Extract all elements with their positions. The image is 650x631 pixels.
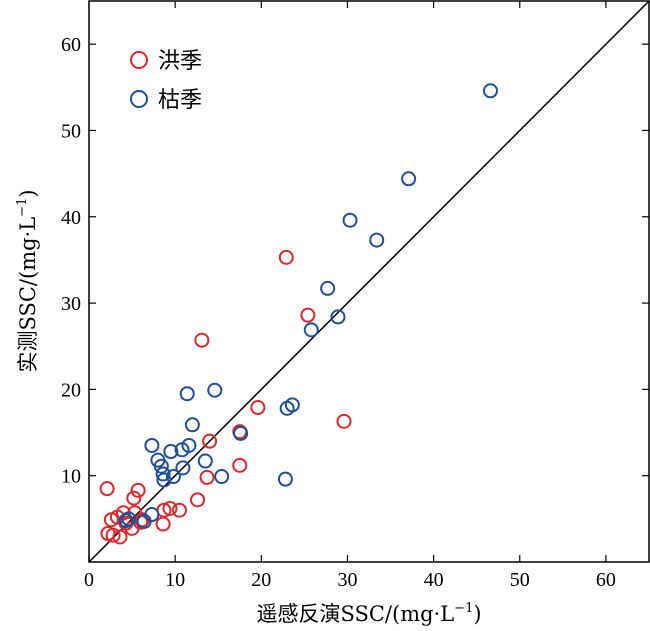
scatter-point — [300, 307, 316, 323]
scatter-point — [99, 481, 115, 497]
plot-frame — [88, 0, 650, 563]
scatter-point — [153, 458, 169, 474]
scatter-point — [233, 425, 249, 441]
x-tick-label: 40 — [424, 569, 444, 591]
scatter-point — [250, 400, 266, 416]
scatter-point — [144, 437, 160, 453]
scatter-point — [342, 212, 358, 228]
x-tick-label: 50 — [510, 569, 530, 591]
y-tick-label: 20 — [61, 379, 81, 401]
series-0 — [99, 249, 352, 545]
scatter-point — [320, 280, 336, 296]
scatter-point — [155, 516, 171, 532]
scatter-point — [197, 453, 213, 469]
scatter-point — [303, 322, 319, 338]
scatter-point — [171, 502, 187, 518]
legend-label-dry-season: 枯季 — [158, 88, 202, 113]
scatter-point — [278, 249, 294, 265]
y-axis-title: 实测SSC/(mg·L−1) — [15, 189, 40, 372]
y-tick-label: 50 — [61, 120, 81, 142]
scatter-point — [181, 437, 197, 453]
y-tick-label: 30 — [61, 293, 81, 315]
one-to-one-line — [88, 0, 650, 563]
x-tick-label: 30 — [337, 569, 357, 591]
y-tick-label: 10 — [61, 466, 81, 488]
axis-ticks: 0 10 20 30 40 50 60 10 20 30 40 50 60 — [61, 1, 649, 591]
x-tick-label: 0 — [84, 569, 94, 591]
scatter-point — [194, 332, 210, 348]
scatter-point — [401, 171, 417, 187]
y-tick-label: 60 — [61, 34, 81, 56]
scatter-point — [336, 413, 352, 429]
scatter-point — [330, 309, 346, 325]
scatter-point — [190, 492, 206, 508]
series-1 — [118, 83, 498, 529]
x-tick-label: 20 — [251, 569, 271, 591]
scatter-point — [165, 469, 181, 485]
scatter-point — [105, 527, 121, 543]
scatter-point — [199, 469, 215, 485]
legend: 洪季 枯季 — [130, 49, 202, 113]
scatter-point — [369, 232, 385, 248]
scatter-point — [202, 433, 218, 449]
scatter-point — [162, 500, 178, 516]
legend-label-flood-season: 洪季 — [158, 49, 202, 74]
scatter-point — [284, 397, 300, 413]
scatter-point — [175, 460, 191, 476]
data-points — [99, 83, 498, 545]
scatter-point — [155, 466, 171, 482]
scatter-point — [482, 83, 498, 99]
x-tick-label: 60 — [596, 569, 616, 591]
scatter-point — [163, 444, 179, 460]
scatter-point — [179, 386, 195, 402]
x-axis-title: 遥感反演SSC/(mg·L−1) — [256, 601, 481, 626]
scatter-point — [130, 482, 146, 498]
scatter-point — [184, 417, 200, 433]
legend-marker-flood-season — [130, 51, 148, 69]
scatter-point — [156, 472, 172, 488]
scatter-point — [112, 529, 128, 545]
scatter-point — [144, 507, 160, 523]
scatter-point — [232, 457, 248, 473]
scatter-point — [207, 382, 223, 398]
scatter-point — [214, 469, 230, 485]
legend-marker-dry-season — [130, 90, 148, 108]
y-tick-label: 40 — [61, 207, 81, 229]
scatter-point — [121, 511, 137, 527]
scatter-point — [126, 490, 142, 506]
x-tick-label: 10 — [165, 569, 185, 591]
scatter-point — [118, 513, 134, 529]
scatter-point — [277, 471, 293, 487]
